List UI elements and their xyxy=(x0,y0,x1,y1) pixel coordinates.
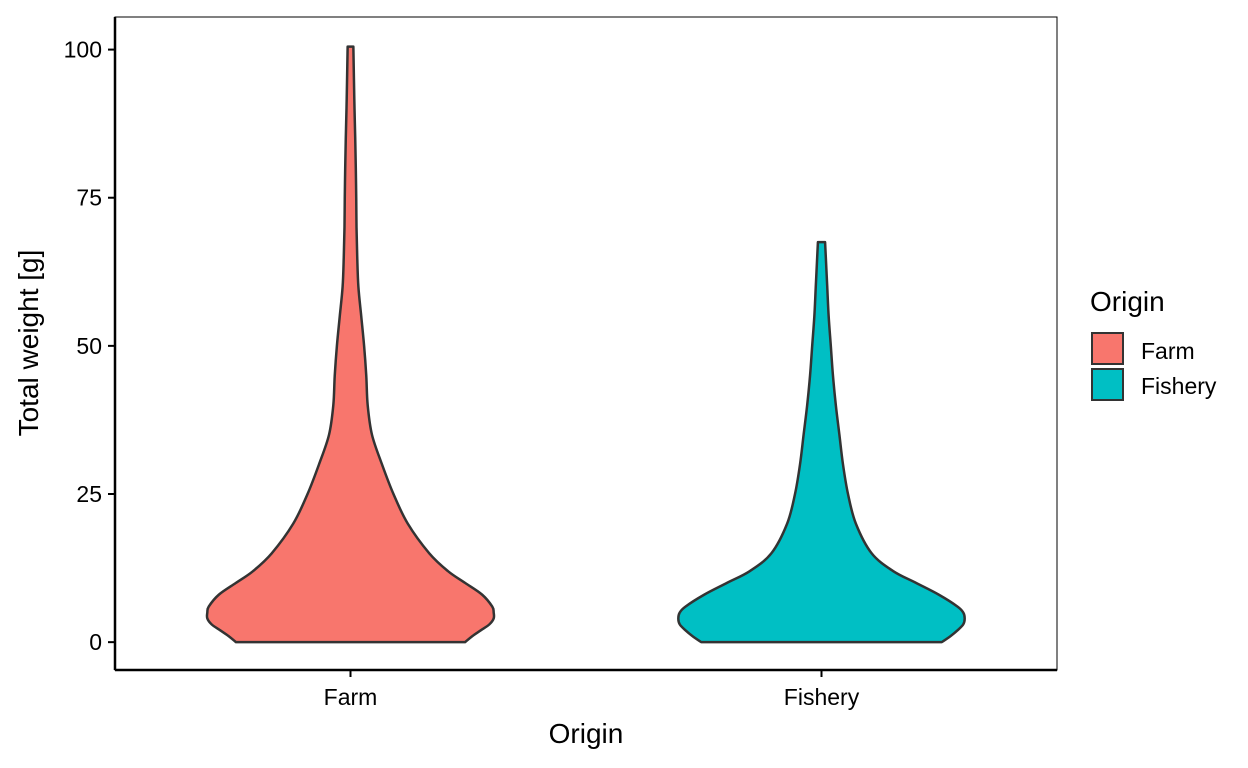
violin-farm xyxy=(205,45,496,644)
x-tick-label-farm: Farm xyxy=(324,684,378,710)
x-axis-ticks: Farm Fishery xyxy=(324,670,860,710)
legend-title: Origin xyxy=(1090,286,1165,317)
y-tick-label: 50 xyxy=(76,333,102,359)
legend-key-fishery xyxy=(1091,368,1124,401)
y-tick-label: 0 xyxy=(89,629,102,655)
violins xyxy=(205,45,966,644)
legend-label-farm: Farm xyxy=(1141,338,1195,364)
x-axis-title: Origin xyxy=(549,718,624,749)
y-tick-label: 75 xyxy=(76,185,102,211)
legend: Origin Farm Fishery xyxy=(1090,286,1217,401)
violin-fishery xyxy=(677,240,966,644)
y-axis-ticks: 0 25 50 75 100 xyxy=(64,37,115,655)
y-tick-label: 25 xyxy=(76,481,102,507)
legend-label-fishery: Fishery xyxy=(1141,373,1217,399)
x-tick-label-fishery: Fishery xyxy=(784,684,860,710)
y-tick-label: 100 xyxy=(64,37,102,63)
y-axis-title: Total weight [g] xyxy=(13,250,44,437)
legend-key-farm xyxy=(1091,332,1124,365)
